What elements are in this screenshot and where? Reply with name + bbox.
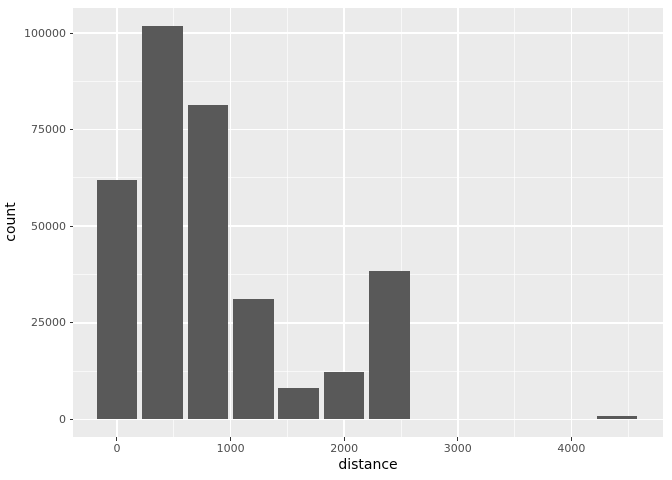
gridline-x-minor — [514, 8, 516, 437]
histogram-bar — [142, 26, 183, 420]
y-tick-mark — [69, 418, 73, 420]
histogram-bar — [233, 298, 274, 420]
x-tick-label: 4000 — [557, 442, 586, 455]
gridline-x-major — [570, 8, 573, 437]
gridline-x-minor — [627, 8, 629, 437]
x-tick-mark — [570, 437, 572, 441]
x-tick-mark — [343, 437, 345, 441]
y-tick-mark — [69, 32, 73, 34]
y-tick-label: 50000 — [31, 219, 66, 233]
gridline-y-major — [73, 32, 663, 34]
gridline-x-major — [343, 8, 345, 437]
histogram-bar — [96, 179, 138, 420]
x-tick-label: 1000 — [216, 442, 245, 455]
x-axis-title: distance — [338, 457, 398, 473]
y-tick-label: 75000 — [31, 123, 66, 137]
y-tick-label: 25000 — [31, 316, 66, 330]
gridline-y-major — [73, 322, 663, 324]
y-axis-title: count — [3, 202, 19, 242]
y-tick-mark — [69, 225, 73, 227]
gridline-y-minor — [73, 274, 663, 276]
y-tick-label: 0 — [59, 412, 66, 426]
gridline-y-major — [73, 418, 663, 421]
y-tick-label: 100000 — [24, 26, 66, 40]
histogram-bar — [323, 371, 365, 420]
x-tick-label: 2000 — [330, 442, 359, 455]
histogram-bar — [278, 387, 320, 420]
x-tick-mark — [457, 437, 459, 441]
gridline-x-minor — [286, 8, 288, 437]
x-tick-mark — [116, 437, 118, 441]
histogram-bar — [596, 416, 638, 420]
gridline-y-major — [73, 128, 663, 131]
gridline-y-major — [73, 225, 663, 227]
gridline-y-minor — [73, 370, 663, 372]
x-tick-label: 0 — [113, 442, 121, 455]
x-tick-label: 3000 — [443, 442, 472, 455]
histogram-bar — [187, 104, 229, 420]
y-tick-mark — [69, 129, 73, 131]
histogram-bar — [369, 270, 410, 420]
gridline-y-minor — [73, 80, 663, 82]
y-tick-mark — [69, 322, 73, 324]
x-tick-mark — [230, 437, 232, 441]
gridline-x-minor — [400, 8, 402, 437]
gridline-y-minor — [73, 177, 663, 179]
plot-panel — [73, 8, 663, 437]
gridline-x-major — [229, 8, 232, 437]
gridline-x-major — [457, 8, 459, 437]
